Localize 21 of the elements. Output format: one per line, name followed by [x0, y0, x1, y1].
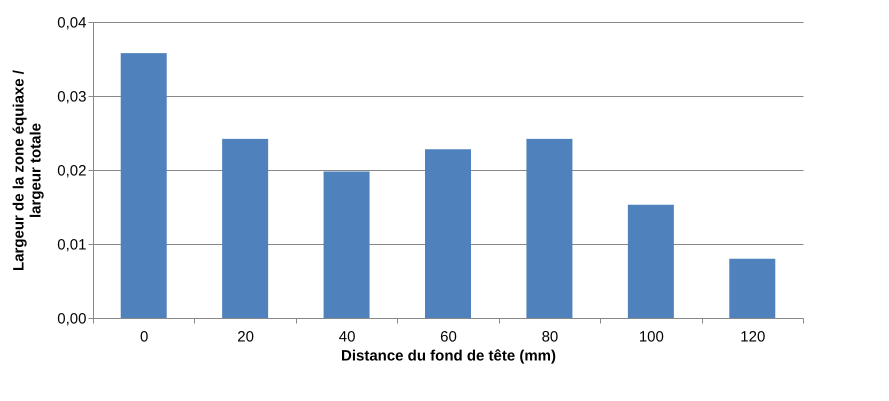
- y-tick-label: 0,04: [57, 14, 86, 32]
- bar: [425, 149, 471, 318]
- x-tick-label: 80: [542, 328, 558, 346]
- bar: [526, 138, 572, 318]
- bar: [628, 204, 674, 318]
- x-tick-label: 120: [740, 328, 766, 346]
- bar: [324, 171, 370, 318]
- x-tick-label: 0: [140, 328, 148, 346]
- y-tick-label: 0,01: [57, 236, 86, 254]
- x-tick-label: 40: [338, 328, 356, 346]
- bar: [120, 53, 167, 318]
- x-axis-title: Distance du fond de tête (mm): [340, 348, 556, 364]
- y-tick-label: 0,00: [57, 310, 86, 328]
- y-axis-title: Largeur de la zone équiaxe / largeur totale: [10, 69, 44, 271]
- y-tick-label: 0,02: [57, 162, 86, 180]
- x-tick-label: 100: [638, 328, 664, 346]
- bar: [729, 258, 776, 318]
- y-tick-label: 0,03: [57, 88, 86, 106]
- x-tick-label: 60: [440, 328, 457, 346]
- bar: [222, 138, 268, 318]
- x-tick-label: 20: [237, 328, 254, 346]
